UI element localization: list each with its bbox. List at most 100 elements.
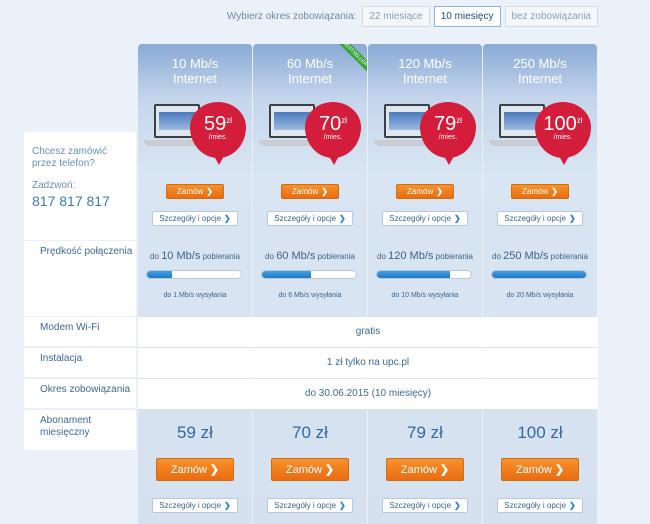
option-no-commitment[interactable]: bez zobowiązania — [504, 6, 598, 27]
option-10-months[interactable]: 10 miesięcy — [433, 6, 501, 27]
details-label: Szczegóły i opcje — [159, 214, 222, 223]
order-button-bottom[interactable]: Zamów ❯ — [155, 458, 235, 481]
chevron-right-icon: ❯ — [454, 501, 461, 510]
phone-number[interactable]: 817 817 817 — [32, 193, 110, 209]
details-button-top[interactable]: Szczegóły i opcje ❯ — [497, 211, 583, 226]
upload-speed: do 1 Mb/s wysyłania — [138, 292, 252, 299]
speed-bar-fill — [262, 271, 311, 278]
order-label: Zamów — [285, 464, 322, 476]
upload-suffix: wysyłania — [543, 292, 574, 299]
phone-question: Chcesz zamówić przez telefon? — [32, 146, 108, 169]
plan-speed: 120 Mb/s — [398, 56, 452, 71]
price-badge-period: /mies. — [208, 134, 228, 141]
download-value: 10 Mb/s — [161, 250, 201, 262]
order-label: Zamów — [400, 464, 437, 476]
row-label-modem: Modem Wi-Fi — [24, 317, 136, 346]
download-speed: do 250 Mb/s pobierania — [483, 250, 597, 262]
order-button-bottom[interactable]: Zamów ❯ — [270, 458, 350, 481]
phone-order-box: Chcesz zamówić przez telefon? Zadzwoń: 8… — [24, 132, 136, 240]
price-badge-period: /mies. — [553, 134, 573, 141]
download-prefix: do — [265, 252, 274, 261]
order-label: Zamów — [522, 187, 549, 196]
price-badge-currency: zł — [341, 116, 348, 125]
details-button-bottom[interactable]: Szczegóły i opcje ❯ — [267, 498, 353, 513]
download-suffix: pobierania — [202, 252, 240, 261]
monthly-price: 70 zł — [292, 423, 328, 442]
upload-speed: do 10 Mb/s wysyłania — [368, 292, 482, 299]
chevron-right-icon: ❯ — [569, 501, 576, 510]
chevron-right-icon: ❯ — [209, 464, 220, 476]
plan-title: 250 Mb/s Internet — [483, 44, 597, 96]
price-heart-badge: 79zł /mies. — [420, 102, 476, 165]
price-badge-value: 59 — [203, 113, 227, 135]
order-button-top[interactable]: Zamów ❯ — [281, 184, 339, 199]
commitment-label: Wybierz okres zobowiązania: — [226, 11, 357, 22]
plan-title: 120 Mb/s Internet — [368, 44, 482, 96]
details-button-bottom[interactable]: Szczegóły i opcje ❯ — [382, 498, 468, 513]
order-button-top[interactable]: Zamów ❯ — [166, 184, 224, 199]
download-suffix: pobierania — [317, 252, 355, 261]
download-speed: do 60 Mb/s pobierania — [253, 250, 367, 262]
details-label: Szczegóły i opcje — [159, 501, 222, 510]
chevron-right-icon: ❯ — [224, 501, 231, 510]
order-button-bottom[interactable]: Zamów ❯ — [500, 458, 580, 481]
plan-title: 60 Mb/s Internet — [253, 44, 367, 96]
chevron-right-icon: ❯ — [339, 501, 346, 510]
download-value: 60 Mb/s — [276, 250, 316, 262]
order-button-top[interactable]: Zamów ❯ — [511, 184, 569, 199]
download-suffix: pobierania — [550, 252, 588, 261]
modem-value: gratis — [138, 317, 598, 347]
option-22-months[interactable]: 22 miesiące — [362, 6, 430, 27]
download-prefix: do — [377, 252, 386, 261]
chevron-right-icon: ❯ — [206, 187, 213, 196]
order-button-bottom[interactable]: Zamów ❯ — [385, 458, 465, 481]
chevron-right-icon: ❯ — [321, 187, 328, 196]
plan-column: 120 Mb/s Internet 79zł /mies. Zamów ❯ Szc… — [368, 44, 482, 524]
speed-bar-fill — [492, 271, 586, 278]
chevron-right-icon: ❯ — [224, 214, 231, 223]
chevron-right-icon: ❯ — [439, 464, 450, 476]
plan-name: Internet — [287, 71, 333, 86]
chevron-right-icon: ❯ — [569, 214, 576, 223]
details-button-top[interactable]: Szczegóły i opcje ❯ — [382, 211, 468, 226]
price-badge-period: /mies. — [323, 134, 343, 141]
download-value: 120 Mb/s — [388, 250, 434, 262]
upload-suffix: wysyłania — [428, 292, 459, 299]
price-badge-value: 70 — [318, 113, 342, 135]
details-button-bottom[interactable]: Szczegóły i opcje ❯ — [152, 498, 238, 513]
installation-value: 1 zł tylko na upc.pl — [138, 348, 598, 378]
chevron-right-icon: ❯ — [339, 214, 346, 223]
monthly-price: 59 zł — [177, 423, 213, 442]
upload-value: do 1 Mb/s — [163, 292, 195, 299]
price-badge-currency: zł — [226, 116, 233, 125]
order-label: Zamów — [170, 464, 207, 476]
details-button-top[interactable]: Szczegóły i opcje ❯ — [152, 211, 238, 226]
plan-column: 10 Mb/s Internet 59zł /mies. Zamów ❯ Szcz… — [138, 44, 252, 524]
details-button-bottom[interactable]: Szczegóły i opcje ❯ — [497, 498, 583, 513]
speed-bar — [376, 270, 472, 279]
price-heart-badge: 100zł /mies. — [535, 102, 591, 165]
details-label: Szczegóły i opcje — [389, 214, 452, 223]
plan-title: 10 Mb/s Internet — [138, 44, 252, 96]
download-speed: do 120 Mb/s pobierania — [368, 250, 482, 262]
upload-speed: do 6 Mb/s wysyłania — [253, 292, 367, 299]
chevron-right-icon: ❯ — [454, 214, 461, 223]
upload-value: do 20 Mb/s — [506, 292, 542, 299]
plan-column: 250 Mb/s Internet 100zł /mies. Zamów ❯ Sz… — [483, 44, 597, 524]
order-button-top[interactable]: Zamów ❯ — [396, 184, 454, 199]
speed-bar-fill — [147, 271, 173, 278]
details-label: Szczegóły i opcje — [274, 501, 337, 510]
price-heart-badge: 70zł /mies. — [305, 102, 361, 165]
period-value: do 30.06.2015 (10 miesięcy) — [138, 379, 598, 409]
speed-bar — [146, 270, 242, 279]
monthly-price: 100 zł — [517, 423, 563, 442]
price-badge-value: 79 — [433, 113, 457, 135]
plan-speed: 60 Mb/s — [286, 56, 334, 71]
commitment-selector: Wybierz okres zobowiązania: 22 miesiące … — [227, 6, 598, 27]
upload-value: do 6 Mb/s — [278, 292, 310, 299]
details-button-top[interactable]: Szczegóły i opcje ❯ — [267, 211, 353, 226]
chevron-right-icon: ❯ — [436, 187, 443, 196]
upload-value: do 10 Mb/s — [391, 292, 427, 299]
price-badge-currency: zł — [576, 116, 583, 125]
plan-speed: 250 Mb/s — [513, 56, 567, 71]
